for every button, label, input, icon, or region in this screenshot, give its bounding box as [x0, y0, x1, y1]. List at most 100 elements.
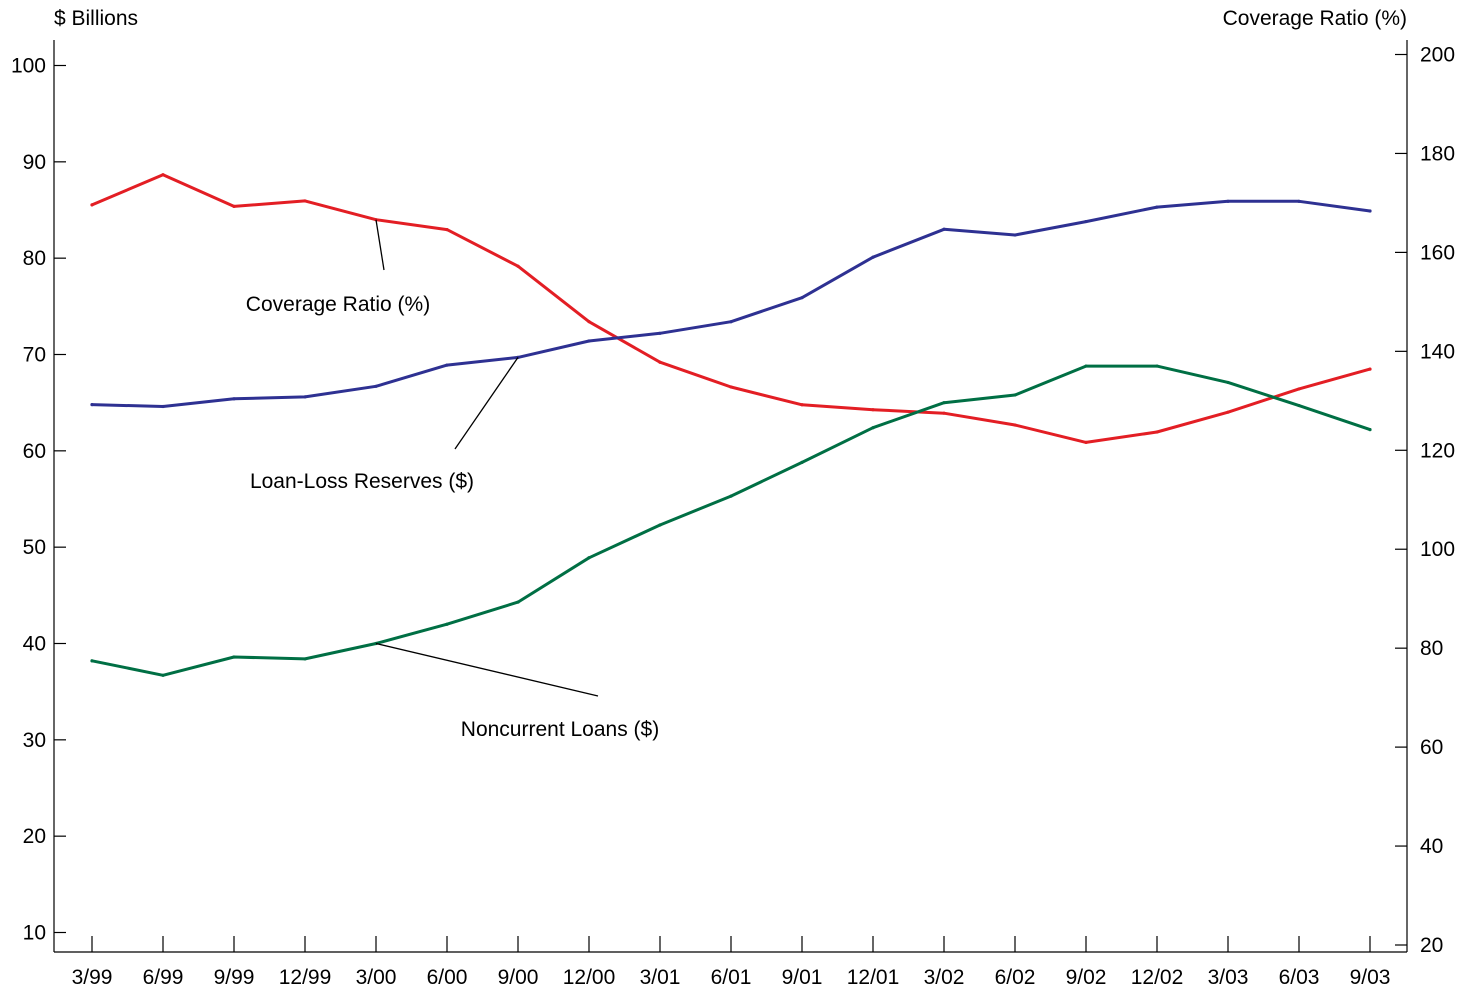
data-point [374, 218, 378, 222]
left-tick-label: 40 [23, 633, 46, 656]
series-group [90, 173, 1372, 677]
x-tick-label: 6/00 [427, 966, 468, 989]
data-point [161, 173, 165, 177]
data-point [871, 255, 875, 259]
left-tick-label: 20 [23, 825, 46, 848]
data-point [729, 385, 733, 389]
data-point [587, 320, 591, 324]
data-point [1013, 393, 1017, 397]
left-tick-label: 80 [23, 247, 46, 270]
left-tick-label: 90 [23, 151, 46, 174]
data-point [800, 403, 804, 407]
x-tick-label: 6/99 [143, 966, 184, 989]
x-tick-label: 9/99 [214, 966, 255, 989]
left-tick-label: 10 [23, 922, 46, 945]
data-point [516, 264, 520, 268]
data-point [587, 339, 591, 343]
data-point [1297, 387, 1301, 391]
data-point [445, 228, 449, 232]
x-tick-label: 9/03 [1350, 966, 1391, 989]
x-tick-label: 6/03 [1279, 966, 1320, 989]
series-line-noncurrent-loans [90, 364, 1372, 677]
data-point [1084, 440, 1088, 444]
right-tick-label: 60 [1420, 736, 1443, 759]
x-tick-label: 9/00 [498, 966, 539, 989]
x-tick-label: 3/03 [1208, 966, 1249, 989]
data-point [871, 408, 875, 412]
x-tick-label: 3/00 [356, 966, 397, 989]
data-point [729, 494, 733, 498]
data-point [445, 622, 449, 626]
data-point [1155, 205, 1159, 209]
data-point [1084, 219, 1088, 224]
left-tick-label: 70 [23, 344, 46, 367]
x-tick-label: 12/00 [563, 966, 616, 989]
left-tick-label: 60 [23, 440, 46, 463]
right-tick-label: 160 [1420, 241, 1455, 264]
data-point [1368, 209, 1372, 213]
data-point [90, 402, 94, 407]
data-point [232, 204, 236, 208]
x-tick-label: 3/02 [924, 966, 965, 989]
data-point [942, 227, 946, 231]
data-point [658, 331, 662, 335]
data-point [232, 397, 236, 401]
data-point [445, 363, 449, 367]
right-tick-label: 20 [1420, 934, 1443, 957]
right-tick-label: 140 [1420, 340, 1455, 363]
data-point [374, 384, 378, 388]
annotation-leader-line [375, 219, 385, 271]
right-axis-ticks: 20 40 60 80 100 120 140 160 180 200 [1395, 44, 1455, 957]
data-point [1155, 364, 1159, 368]
right-tick-label: 180 [1420, 142, 1455, 165]
x-tick-label: 3/99 [72, 966, 113, 989]
data-point [161, 673, 165, 677]
left-tick-label: 50 [23, 536, 46, 559]
data-point [1226, 380, 1230, 385]
data-point [161, 404, 165, 409]
data-point [658, 360, 662, 364]
data-point [1297, 199, 1301, 203]
annotation-label: Loan-Loss Reserves ($) [250, 470, 474, 493]
x-axis-ticks: 3/99 6/99 9/99 12/99 3/00 6/00 9/00 12/00 3/01 6/… [72, 936, 1391, 989]
annotations: Coverage Ratio (%) Loan-Loss Reserves ($)… [246, 219, 659, 741]
annotation-label: Coverage Ratio (%) [246, 293, 430, 316]
data-point [1226, 410, 1230, 414]
annotation-label: Noncurrent Loans ($) [461, 718, 659, 741]
data-point [587, 556, 591, 560]
data-point [303, 657, 307, 661]
left-tick-label: 30 [23, 729, 46, 752]
data-point [1013, 423, 1017, 427]
right-tick-label: 100 [1420, 538, 1455, 561]
data-point [1368, 367, 1372, 371]
data-point [90, 203, 94, 207]
data-point [1084, 364, 1088, 368]
right-axis-title: Coverage Ratio (%) [1223, 7, 1407, 30]
x-tick-label: 12/01 [847, 966, 900, 989]
data-point [800, 296, 804, 300]
data-point [942, 411, 946, 415]
data-point [1297, 403, 1301, 408]
annotation-leader-line [375, 642, 599, 697]
data-point [729, 320, 733, 324]
data-point [90, 659, 94, 663]
data-point [1013, 233, 1017, 237]
x-tick-label: 9/02 [1066, 966, 1107, 989]
data-point [303, 395, 307, 399]
x-tick-label: 12/99 [279, 966, 332, 989]
x-tick-label: 6/01 [711, 966, 752, 989]
data-point [800, 460, 804, 464]
right-tick-label: 120 [1420, 439, 1455, 462]
data-point [303, 199, 307, 203]
x-tick-label: 3/01 [640, 966, 681, 989]
data-point [1226, 199, 1230, 203]
annotation-leader-line [454, 357, 519, 450]
data-point [658, 523, 662, 527]
left-axis-ticks: 10 20 30 40 50 60 70 80 90 100 [11, 55, 66, 945]
left-axis-title: $ Billions [54, 7, 138, 30]
data-point [1155, 430, 1159, 434]
x-tick-label: 6/02 [995, 966, 1036, 989]
right-tick-label: 40 [1420, 835, 1443, 858]
data-point [942, 401, 946, 405]
